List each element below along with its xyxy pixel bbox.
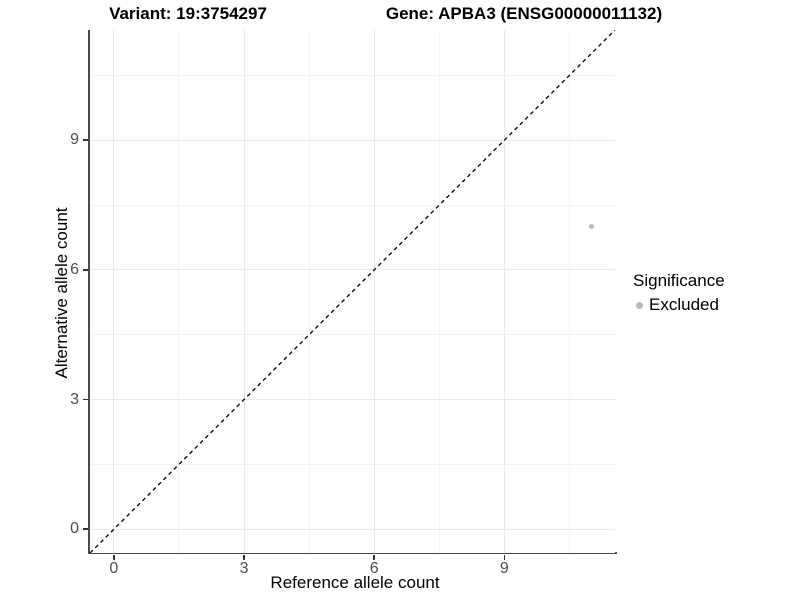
grid-major-h: [90, 139, 615, 141]
legend-item-excluded: Excluded: [633, 295, 725, 315]
grid-minor-h: [90, 463, 615, 465]
legend: Significance Excluded: [633, 271, 725, 315]
grid-minor-v: [178, 30, 180, 553]
x-tick-label: 0: [109, 560, 119, 577]
grid-major-v: [503, 30, 505, 553]
y-tick-mark: [83, 139, 88, 141]
grid-major-v: [113, 30, 115, 553]
grid-major-h: [90, 399, 615, 401]
y-axis-line: [88, 30, 90, 554]
x-tick-label: 9: [499, 560, 509, 577]
grid-minor-v: [308, 30, 310, 553]
legend-key-dot: [636, 301, 643, 309]
grid-major-h: [90, 269, 615, 271]
x-axis-line: [88, 552, 617, 554]
y-tick-mark: [83, 528, 88, 530]
grid-major-v: [373, 30, 375, 553]
x-tick-label: 3: [239, 560, 249, 577]
identity-dashed-line: [90, 30, 615, 553]
y-tick-label: 9: [70, 131, 79, 149]
legend-title: Significance: [633, 271, 725, 290]
x-tick-mark: [113, 555, 115, 560]
grid-minor-h: [90, 204, 615, 206]
plot-panel: [90, 30, 615, 553]
x-tick-label: 6: [369, 560, 379, 577]
grid-minor-h: [90, 334, 615, 336]
x-tick-mark: [373, 555, 375, 560]
x-axis-title: Reference allele count: [270, 573, 440, 592]
y-tick-label: 6: [70, 260, 79, 278]
legend-item-label: Excluded: [649, 295, 719, 314]
gene-title: Gene: APBA3 (ENSG00000011132): [385, 4, 663, 23]
y-tick-mark: [83, 398, 88, 401]
y-tick-label: 3: [70, 390, 79, 408]
grid-minor-v: [568, 30, 570, 553]
x-tick-mark: [503, 555, 506, 560]
grid-major-h: [90, 528, 615, 530]
data-point: [588, 224, 594, 230]
y-tick-mark: [83, 269, 88, 271]
grid-minor-v: [438, 30, 440, 553]
y-tick-label: 0: [70, 520, 79, 538]
y-axis-title: Alternative allele count: [52, 207, 71, 379]
x-tick-mark: [243, 555, 245, 560]
grid-major-v: [243, 30, 245, 553]
variant-title: Variant: 19:3754297: [109, 4, 267, 23]
grid-minor-h: [90, 74, 615, 76]
